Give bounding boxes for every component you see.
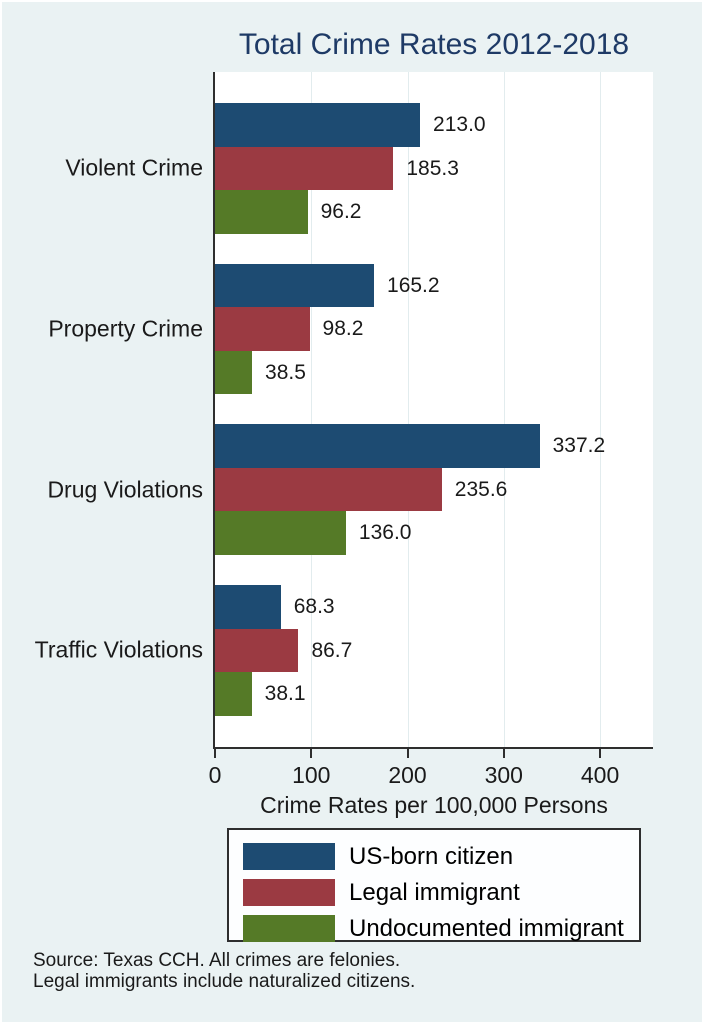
bar-value-label: 96.2: [320, 200, 362, 223]
bar: [215, 190, 308, 234]
bar: [215, 628, 299, 673]
bar-value-label: 136.0: [358, 521, 412, 545]
legend-label: Undocumented immigrant: [349, 915, 624, 942]
bar: [215, 350, 253, 395]
legend-label: US-born citizen: [349, 843, 514, 870]
bar-value-label: 337.2: [552, 434, 606, 458]
legend-swatch-us-born: [243, 843, 335, 870]
source-note-line: Legal immigrants include naturalized cit…: [33, 971, 416, 992]
x-axis-title: Crime Rates per 100,000 Persons: [260, 792, 608, 818]
plot-area: 213.0 185.3 96.2 165.2 98.2 38.5 337.2 235.6 136…: [215, 72, 653, 748]
bar-value-label: 213.0: [433, 113, 486, 136]
legend-swatch-undocumented-immigrant: [243, 915, 335, 942]
source-note-line: Source: Texas CCH. All crimes are feloni…: [33, 950, 401, 971]
bar-value-label: 165.2: [387, 273, 440, 297]
gridline: [408, 72, 409, 748]
legend-label: Legal immigrant: [349, 879, 520, 906]
bar-value-label: 235.6: [454, 477, 508, 501]
bar-value-label: 38.1: [264, 682, 306, 706]
legend-row: US-born citizen: [229, 843, 639, 870]
x-tick: [214, 749, 216, 758]
bar-value-label: 86.7: [311, 638, 353, 662]
bar: [215, 672, 252, 716]
legend: US-born citizen Legal immigrant Undocume…: [227, 828, 641, 942]
x-tick-label: 400: [580, 762, 620, 788]
gridline: [600, 72, 601, 748]
category-label: Traffic Violations: [34, 636, 203, 663]
bar: [215, 511, 346, 555]
x-tick: [502, 749, 505, 758]
x-tick-label: 100: [292, 762, 331, 788]
bar: [215, 424, 540, 468]
gridline: [504, 72, 505, 748]
y-axis-line: [213, 72, 215, 749]
x-tick-label: 300: [484, 762, 523, 788]
legend-row: Undocumented immigrant: [229, 915, 639, 942]
bar: [215, 585, 281, 629]
bar-value-label: 38.5: [265, 360, 306, 384]
bar-value-label: 185.3: [406, 156, 459, 180]
bar: [215, 146, 394, 190]
x-tick: [406, 749, 409, 758]
legend-swatch-legal-immigrant: [243, 879, 335, 906]
x-tick-label: 200: [388, 762, 427, 788]
bar: [215, 307, 310, 351]
gridline: [311, 72, 312, 748]
source-notes: Source: Texas CCH. All crimes are feloni…: [33, 950, 415, 992]
x-tick: [310, 749, 313, 758]
bar-value-label: 68.3: [293, 595, 335, 619]
bar-value-label: 98.2: [322, 317, 364, 341]
bar: [215, 467, 442, 512]
legend-row: Legal immigrant: [229, 879, 639, 906]
x-axis-line: [213, 747, 653, 749]
bar: [215, 263, 375, 308]
x-tick: [599, 749, 602, 758]
category-label: Drug Violations: [47, 476, 203, 503]
bar: [215, 103, 421, 147]
chart-title: Total Crime Rates 2012-2018: [238, 28, 630, 61]
category-label: Property Crime: [48, 315, 203, 342]
x-tick-label: 0: [208, 762, 222, 788]
category-label: Violent Crime: [65, 154, 203, 181]
